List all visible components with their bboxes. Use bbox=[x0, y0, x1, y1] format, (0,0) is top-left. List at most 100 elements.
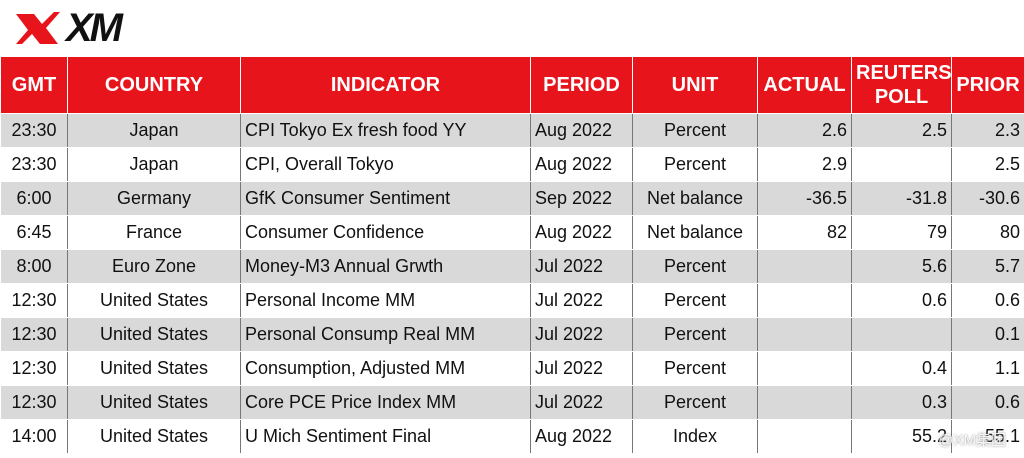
table-cell: 6:00 bbox=[0, 181, 68, 216]
table-cell: Personal Income MM bbox=[240, 283, 531, 318]
table-cell: Net balance bbox=[632, 181, 758, 216]
table-cell: 5.6 bbox=[851, 249, 952, 284]
table-cell bbox=[757, 385, 852, 420]
column-header: UNIT bbox=[632, 56, 758, 114]
table-cell: Jul 2022 bbox=[530, 317, 633, 352]
table-cell: Percent bbox=[632, 249, 758, 284]
table-cell: Jul 2022 bbox=[530, 351, 633, 386]
table-cell: 2.9 bbox=[757, 147, 852, 182]
table-cell: 12:30 bbox=[0, 283, 68, 318]
table-cell: Aug 2022 bbox=[530, 419, 633, 454]
table-cell: United States bbox=[67, 317, 241, 352]
table-cell bbox=[757, 317, 852, 352]
table-cell: U Mich Sentiment Final bbox=[240, 419, 531, 454]
table-row: 14:00 United States U Mich Sentiment Final… bbox=[0, 419, 1024, 454]
table-cell: 2.6 bbox=[757, 113, 852, 148]
table-cell: Aug 2022 bbox=[530, 147, 633, 182]
table-cell: 55.1 bbox=[951, 419, 1024, 454]
table-cell: Germany bbox=[67, 181, 241, 216]
table-cell: Consumption, Adjusted MM bbox=[240, 351, 531, 386]
table-row: 23:30 Japan CPI Tokyo Ex fresh food YY Aug … bbox=[0, 113, 1024, 148]
table-cell: Consumer Confidence bbox=[240, 215, 531, 250]
table-cell: Sep 2022 bbox=[530, 181, 633, 216]
table-row: 8:00 Euro Zone Money-M3 Annual Grwth Jul 20… bbox=[0, 249, 1024, 284]
table-cell: 0.6 bbox=[951, 385, 1024, 420]
column-header: ACTUAL bbox=[757, 56, 852, 114]
logo-icon bbox=[16, 12, 60, 44]
header-row: GMT COUNTRY INDICATOR PERIOD UNIT ACTUAL REUTE… bbox=[0, 56, 1024, 114]
table-cell: Percent bbox=[632, 317, 758, 352]
column-header: COUNTRY bbox=[67, 56, 241, 114]
table-row: 12:30 United States Personal Income MM Jul … bbox=[0, 283, 1024, 318]
table-cell bbox=[757, 283, 852, 318]
logo: XM bbox=[14, 5, 123, 50]
table-cell: Percent bbox=[632, 147, 758, 182]
table-row: 6:45 France Consumer Confidence Aug 2022 Net… bbox=[0, 215, 1024, 250]
table-cell: -31.8 bbox=[851, 181, 952, 216]
table-cell: Japan bbox=[67, 147, 241, 182]
table-cell: Aug 2022 bbox=[530, 215, 633, 250]
table-cell: 2.5 bbox=[851, 113, 952, 148]
table-cell: 12:30 bbox=[0, 385, 68, 420]
table-cell: 14:00 bbox=[0, 419, 68, 454]
table-cell: 0.3 bbox=[851, 385, 952, 420]
table-cell: Percent bbox=[632, 283, 758, 318]
table-cell: 82 bbox=[757, 215, 852, 250]
table-cell: United States bbox=[67, 419, 241, 454]
table-row: 12:30 United States Consumption, Adjusted … bbox=[0, 351, 1024, 386]
column-header: REUTERS POLL bbox=[851, 56, 952, 114]
column-header: PERIOD bbox=[530, 56, 633, 114]
table-cell bbox=[851, 317, 952, 352]
watermark: @XM集团 bbox=[938, 432, 1006, 449]
table-cell: Jul 2022 bbox=[530, 249, 633, 284]
table-cell: 2.3 bbox=[951, 113, 1024, 148]
logo-text: XM bbox=[66, 5, 123, 50]
table-cell: Aug 2022 bbox=[530, 113, 633, 148]
table-cell: 12:30 bbox=[0, 351, 68, 386]
table-cell: Percent bbox=[632, 385, 758, 420]
table-row: 12:30 United States Core PCE Price Index M… bbox=[0, 385, 1024, 420]
table-cell: -36.5 bbox=[757, 181, 852, 216]
table-row: 12:30 United States Personal Consump Real … bbox=[0, 317, 1024, 352]
table-cell: 12:30 bbox=[0, 317, 68, 352]
table-cell: CPI, Overall Tokyo bbox=[240, 147, 531, 182]
table-cell: 1.1 bbox=[951, 351, 1024, 386]
column-header: GMT bbox=[0, 56, 68, 114]
table-cell: 8:00 bbox=[0, 249, 68, 284]
table-cell bbox=[851, 147, 952, 182]
table-row: 23:30 Japan CPI, Overall Tokyo Aug 2022 Perc… bbox=[0, 147, 1024, 182]
table-cell: 0.1 bbox=[951, 317, 1024, 352]
calendar-table: GMT COUNTRY INDICATOR PERIOD UNIT ACTUAL REUTE… bbox=[0, 56, 1024, 454]
table-cell: CPI Tokyo Ex fresh food YY bbox=[240, 113, 531, 148]
table-cell: United States bbox=[67, 283, 241, 318]
table-cell: Percent bbox=[632, 113, 758, 148]
table-cell: 0.6 bbox=[951, 283, 1024, 318]
table-cell: 55.2 bbox=[851, 419, 952, 454]
table-cell: 0.4 bbox=[851, 351, 952, 386]
column-header: PRIOR bbox=[951, 56, 1024, 114]
table-cell: France bbox=[67, 215, 241, 250]
table-cell: Jul 2022 bbox=[530, 385, 633, 420]
table-cell: 0.6 bbox=[851, 283, 952, 318]
table-cell: Personal Consump Real MM bbox=[240, 317, 531, 352]
table-cell bbox=[757, 351, 852, 386]
table-cell: Net balance bbox=[632, 215, 758, 250]
table-cell: Percent bbox=[632, 351, 758, 386]
table-body: 23:30 Japan CPI Tokyo Ex fresh food YY Aug … bbox=[0, 113, 1024, 454]
table-cell: GfK Consumer Sentiment bbox=[240, 181, 531, 216]
table-cell bbox=[757, 249, 852, 284]
table-cell: Money-M3 Annual Grwth bbox=[240, 249, 531, 284]
table-cell: 6:45 bbox=[0, 215, 68, 250]
table-cell: 23:30 bbox=[0, 147, 68, 182]
table-cell: United States bbox=[67, 351, 241, 386]
table-cell bbox=[757, 419, 852, 454]
table-cell: Euro Zone bbox=[67, 249, 241, 284]
table-cell: Core PCE Price Index MM bbox=[240, 385, 531, 420]
table-cell: 80 bbox=[951, 215, 1024, 250]
table-cell: United States bbox=[67, 385, 241, 420]
table-cell: 79 bbox=[851, 215, 952, 250]
table-cell: Jul 2022 bbox=[530, 283, 633, 318]
table-row: 6:00 Germany GfK Consumer Sentiment Sep 202… bbox=[0, 181, 1024, 216]
table-cell: 5.7 bbox=[951, 249, 1024, 284]
